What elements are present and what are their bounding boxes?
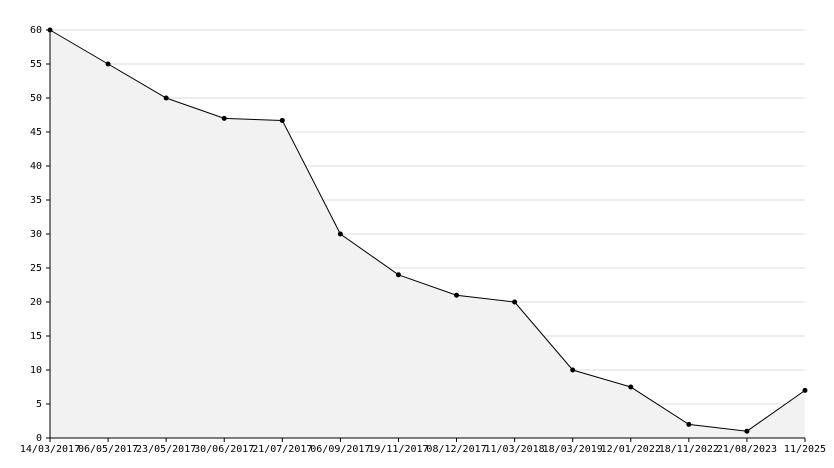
y-tick-label: 55 — [30, 59, 42, 70]
x-tick-label: 11/2025 — [784, 444, 826, 455]
y-tick-label: 60 — [30, 25, 42, 36]
y-tick-label: 0 — [36, 433, 42, 444]
marker — [105, 61, 111, 67]
area — [50, 30, 805, 438]
marker — [395, 272, 401, 278]
marker — [454, 292, 460, 298]
marker — [221, 115, 227, 121]
marker — [802, 387, 808, 393]
y-tick-label: 10 — [30, 365, 42, 376]
marker — [337, 231, 343, 237]
x-tick-label: 23/05/2017 — [136, 444, 196, 455]
marker — [628, 384, 634, 390]
marker — [163, 95, 169, 101]
line — [49, 29, 806, 432]
x-tick-label: 21/07/2017 — [252, 444, 312, 455]
y-tick-label: 35 — [30, 195, 42, 206]
y-tick-label: 30 — [30, 229, 42, 240]
x-tick-label: 18/11/2022 — [659, 444, 719, 455]
marker — [570, 367, 576, 373]
x-tick-label: 19/11/2017 — [368, 444, 428, 455]
y-tick-label: 40 — [30, 161, 42, 172]
x-tick-label: 11/03/2018 — [485, 444, 545, 455]
marker — [686, 421, 692, 427]
x-tick-label: 06/09/2017 — [310, 444, 370, 455]
y-tick-label: 25 — [30, 263, 42, 274]
marker — [744, 428, 750, 434]
y-tick-label: 50 — [30, 93, 42, 104]
y-tick-label: 5 — [36, 399, 42, 410]
x-tick-label: 21/08/2023 — [717, 444, 777, 455]
y-tick-label: 20 — [30, 297, 42, 308]
y-tick-label: 45 — [30, 127, 42, 138]
x-tick-label: 30/06/2017 — [194, 444, 254, 455]
marker — [279, 117, 285, 123]
x-tick-label: 12/01/2022 — [601, 444, 661, 455]
x-tick-label: 14/03/2017 — [20, 444, 80, 455]
x-tick-label: 08/12/2017 — [426, 444, 486, 455]
y-tick-label: 15 — [30, 331, 42, 342]
marker — [512, 299, 518, 305]
x-tick-label: 18/03/2019 — [543, 444, 603, 455]
x-tick-label: 06/05/2017 — [78, 444, 138, 455]
marker — [47, 27, 53, 33]
